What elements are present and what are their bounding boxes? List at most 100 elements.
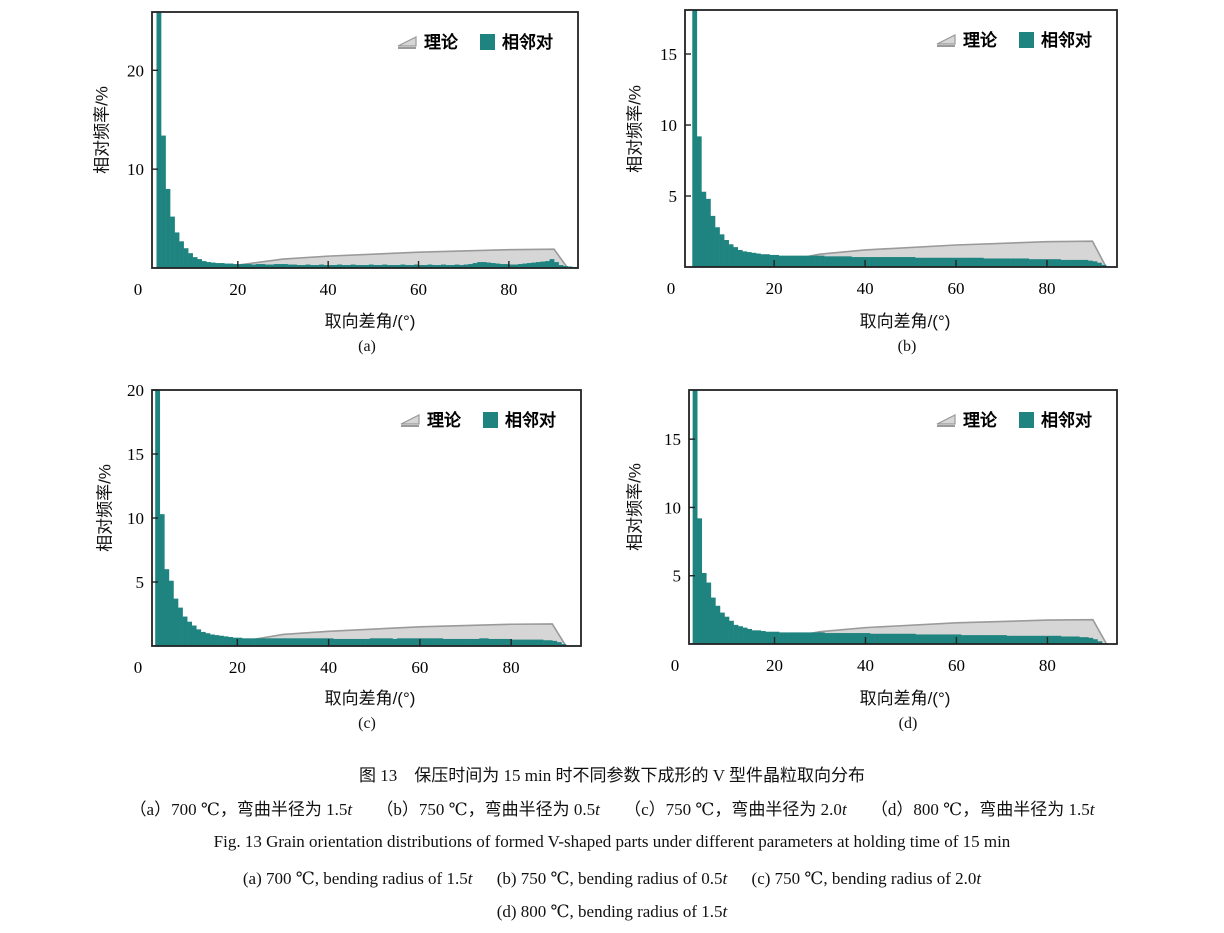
histogram-bar: [774, 254, 779, 267]
histogram-bar: [796, 255, 802, 267]
histogram-bar: [264, 638, 270, 646]
histogram-bar: [296, 638, 302, 646]
histogram-bar: [701, 572, 707, 644]
histogram-bar: [942, 257, 948, 267]
histogram-bar: [865, 257, 870, 267]
x-axis-label: 取向差角/(°): [324, 312, 416, 331]
histogram-bar: [192, 257, 198, 268]
histogram-bar: [946, 257, 952, 267]
caption-item-d-cn: （d）800 ℃，弯曲半径为 1.5t: [870, 800, 1095, 819]
histogram-bar: [246, 264, 252, 268]
histogram-bar: [896, 257, 902, 267]
histogram-bar: [168, 580, 174, 646]
histogram-bar: [182, 616, 188, 646]
histogram-bar: [883, 257, 889, 267]
histogram-bar: [237, 637, 243, 646]
histogram-bar: [842, 633, 848, 644]
histogram-bar: [401, 638, 407, 646]
histogram-bar: [479, 638, 485, 646]
histogram-bar: [364, 265, 370, 268]
histogram-bar: [742, 627, 748, 644]
histogram-bar: [228, 637, 234, 646]
y-axis-label: 相对频率/%: [95, 464, 115, 552]
histogram-bar: [233, 264, 239, 268]
histogram-bar: [305, 264, 311, 268]
histogram-bar: [737, 249, 743, 267]
histogram-bar: [710, 215, 716, 267]
histogram-bar: [188, 253, 193, 268]
histogram-bar: [1020, 635, 1025, 644]
histogram-bar: [915, 257, 920, 267]
histogram-bar: [919, 257, 925, 267]
histogram-bar: [533, 639, 539, 646]
histogram-bar: [910, 257, 916, 267]
histogram-bar: [801, 632, 807, 644]
histogram-bar: [350, 264, 356, 268]
histogram-bar: [1033, 635, 1039, 644]
histogram-bar: [197, 259, 202, 268]
histogram-bar: [847, 633, 853, 644]
histogram-bar: [974, 257, 980, 267]
gray-wedge-icon: [400, 414, 420, 425]
origin-label: 0: [671, 656, 680, 675]
histogram-bar: [806, 632, 812, 644]
histogram-bar: [969, 257, 975, 267]
histogram-bar: [433, 638, 439, 646]
histogram-bar: [556, 642, 562, 646]
histogram-bar: [1070, 636, 1076, 644]
histogram-bar: [301, 265, 306, 268]
histogram-bar: [870, 633, 875, 644]
histogram-bar: [526, 263, 532, 268]
histogram-bar: [783, 632, 789, 644]
histogram-bar: [170, 216, 175, 268]
histogram-bar: [783, 255, 789, 267]
histogram-bar: [874, 633, 880, 644]
histogram-bar: [1001, 635, 1007, 644]
histogram-bar: [520, 639, 526, 646]
histogram-bar: [929, 634, 935, 644]
histogram-bar: [441, 264, 446, 268]
histogram-bar: [499, 264, 505, 268]
histogram-bar: [833, 256, 839, 267]
histogram-bar: [1079, 637, 1085, 644]
histogram-bar: [983, 635, 989, 644]
histogram-bar: [996, 258, 1002, 267]
histogram-bar: [733, 624, 739, 644]
histogram-bar: [515, 639, 521, 646]
histogram-bar: [427, 264, 433, 268]
legend: 理论 相邻对: [936, 30, 1092, 50]
histogram-bar: [337, 638, 343, 646]
histogram-bar: [332, 265, 338, 268]
histogram-bar: [395, 265, 401, 268]
histogram-bar: [483, 638, 489, 646]
histogram-bar: [1088, 637, 1094, 644]
legend-label-observed: 相邻对: [505, 410, 556, 430]
histogram-bar: [191, 625, 197, 646]
origin-label: 0: [667, 279, 676, 298]
histogram-bar: [547, 640, 553, 646]
histogram-bar: [719, 612, 725, 644]
x-tick-label: 20: [229, 280, 246, 299]
histogram-bar: [979, 635, 985, 644]
histogram-bar: [538, 639, 544, 646]
histogram-bar: [851, 257, 857, 267]
gray-wedge-icon: [936, 414, 956, 425]
histogram-bar: [374, 638, 380, 646]
histogram-bar: [524, 639, 530, 646]
histogram-bar: [365, 638, 370, 646]
histogram-bar: [323, 265, 329, 268]
histogram-bar: [400, 264, 406, 268]
x-tick-label: 80: [1039, 656, 1056, 675]
histogram-bar: [901, 257, 907, 267]
plot-area: [692, 10, 1116, 267]
y-tick-label: 15: [660, 45, 677, 64]
histogram-bar: [492, 638, 498, 646]
histogram-bar: [901, 633, 907, 644]
histogram-bar: [310, 265, 315, 268]
histogram-bar: [860, 633, 866, 644]
histogram-bar: [165, 188, 171, 268]
histogram-bar: [1042, 259, 1048, 267]
histogram-bar: [187, 621, 193, 646]
y-tick-label: 10: [127, 160, 144, 179]
histogram-bar: [432, 265, 437, 268]
